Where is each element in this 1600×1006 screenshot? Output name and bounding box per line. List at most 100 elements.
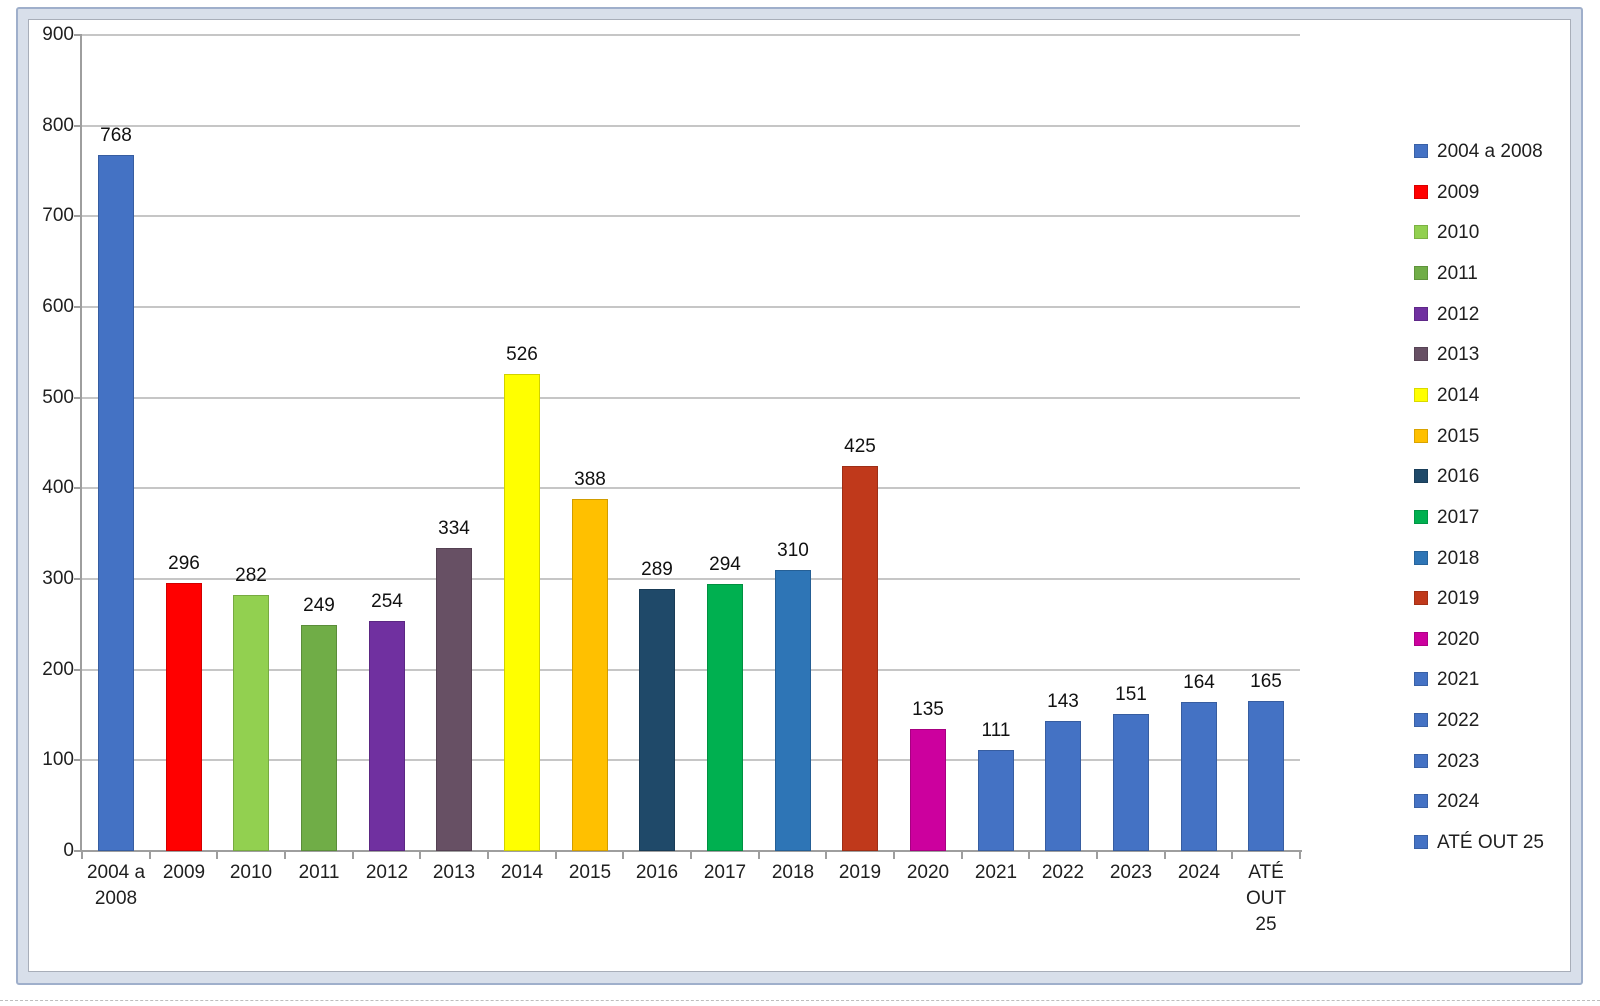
x-axis-line	[80, 850, 1302, 852]
legend-label-2020: 2020	[1437, 629, 1480, 650]
y-axis-label-100: 100	[42, 749, 74, 770]
bar-2018	[775, 570, 811, 851]
legend-label-2017: 2017	[1437, 507, 1480, 528]
legend-label-2009: 2009	[1437, 182, 1480, 203]
bar-2024	[1181, 702, 1217, 851]
x-tick-9	[690, 852, 692, 859]
x-axis-label-2021: 2021	[974, 862, 1018, 883]
bar-2020	[910, 729, 946, 851]
legend-swatch-2014	[1414, 388, 1428, 402]
bar-2022	[1045, 721, 1081, 851]
y-tick-700	[74, 215, 82, 217]
x-tick-13	[961, 852, 963, 859]
legend-swatch-2011	[1414, 266, 1428, 280]
legend-label-2012: 2012	[1437, 304, 1480, 325]
data-label-2018: 310	[777, 540, 809, 561]
y-tick-500	[74, 397, 82, 399]
legend-swatch-2009	[1414, 185, 1428, 199]
data-label-2009: 296	[168, 553, 200, 574]
y-tick-400	[74, 487, 82, 489]
data-label-2004-a-2008: 768	[100, 125, 132, 146]
x-axis-label-2016: 2016	[635, 862, 679, 883]
data-label-ate-out-25: 165	[1250, 671, 1282, 692]
x-tick-4	[352, 852, 354, 859]
bar-2011	[301, 625, 337, 851]
y-tick-600	[74, 306, 82, 308]
legend-swatch-2020	[1414, 632, 1428, 646]
y-axis-label-700: 700	[42, 205, 74, 226]
x-tick-3	[284, 852, 286, 859]
legend-label-2013: 2013	[1437, 344, 1480, 365]
data-label-2011: 249	[303, 595, 335, 616]
legend-swatch-2012	[1414, 307, 1428, 321]
y-axis-label-0: 0	[63, 840, 74, 861]
legend-swatch-2010	[1414, 225, 1428, 239]
legend-label-2021: 2021	[1437, 669, 1480, 690]
data-label-2020: 135	[912, 699, 944, 720]
bar-2013	[436, 548, 472, 851]
gridline-400	[82, 487, 1300, 489]
legend-swatch-ate-out-25	[1414, 835, 1428, 849]
x-tick-0	[81, 852, 83, 859]
y-axis-label-200: 200	[42, 659, 74, 680]
x-axis-label-2012: 2012	[365, 862, 409, 883]
legend-label-ate-out-25: ATÉ OUT 25	[1437, 832, 1544, 853]
y-axis-label-600: 600	[42, 296, 74, 317]
bar-2014	[504, 374, 540, 851]
data-label-2014: 526	[506, 344, 538, 365]
x-axis-label-2015: 2015	[568, 862, 612, 883]
legend-swatch-2023	[1414, 754, 1428, 768]
x-axis-label-2011: 2011	[298, 862, 340, 883]
legend-swatch-2016	[1414, 469, 1428, 483]
legend-label-2019: 2019	[1437, 588, 1480, 609]
data-label-2024: 164	[1183, 672, 1215, 693]
data-label-2016: 289	[641, 559, 673, 580]
gridline-800	[82, 125, 1300, 127]
x-axis-label-2024: 2024	[1177, 862, 1221, 883]
gridline-500	[82, 397, 1300, 399]
data-label-2022: 143	[1047, 691, 1079, 712]
x-axis-label-2017: 2017	[703, 862, 747, 883]
x-tick-5	[419, 852, 421, 859]
bar-2021	[978, 750, 1014, 851]
data-label-2019: 425	[844, 436, 876, 457]
bar-2015	[572, 499, 608, 851]
legend-swatch-2022	[1414, 713, 1428, 727]
x-tick-14	[1028, 852, 1030, 859]
x-axis-label-2009: 2009	[162, 862, 206, 883]
bar-2010	[233, 595, 269, 851]
gridline-600	[82, 306, 1300, 308]
bar-2016	[639, 589, 675, 851]
bar-2009	[166, 583, 202, 851]
data-label-2021: 111	[981, 720, 1011, 741]
x-axis-label-2018: 2018	[771, 862, 815, 883]
bar-2017	[707, 584, 743, 851]
bar-2019	[842, 466, 878, 851]
data-label-2012: 254	[371, 591, 403, 612]
legend-label-2022: 2022	[1437, 710, 1480, 731]
y-tick-300	[74, 578, 82, 580]
y-tick-900	[74, 34, 82, 36]
x-axis-label-2019: 2019	[838, 862, 882, 883]
legend-label-2004-a-2008: 2004 a 2008	[1437, 141, 1543, 162]
x-tick-8	[622, 852, 624, 859]
bar-2012	[369, 621, 405, 851]
gridline-200	[82, 669, 1300, 671]
x-tick-2	[216, 852, 218, 859]
x-tick-11	[825, 852, 827, 859]
legend-swatch-2019	[1414, 591, 1428, 605]
x-axis-label-2004-a-2008: 2004 a 2008	[86, 862, 146, 909]
x-axis-label-2022: 2022	[1041, 862, 1085, 883]
x-tick-12	[893, 852, 895, 859]
bar-2023	[1113, 714, 1149, 851]
data-label-2023: 151	[1115, 684, 1147, 705]
gridline-700	[82, 215, 1300, 217]
x-tick-10	[758, 852, 760, 859]
gridline-900	[82, 34, 1300, 36]
x-axis-label-2010: 2010	[229, 862, 273, 883]
legend-swatch-2024	[1414, 794, 1428, 808]
legend-label-2016: 2016	[1437, 466, 1480, 487]
y-tick-100	[74, 759, 82, 761]
bar-2004-a-2008	[98, 155, 134, 851]
